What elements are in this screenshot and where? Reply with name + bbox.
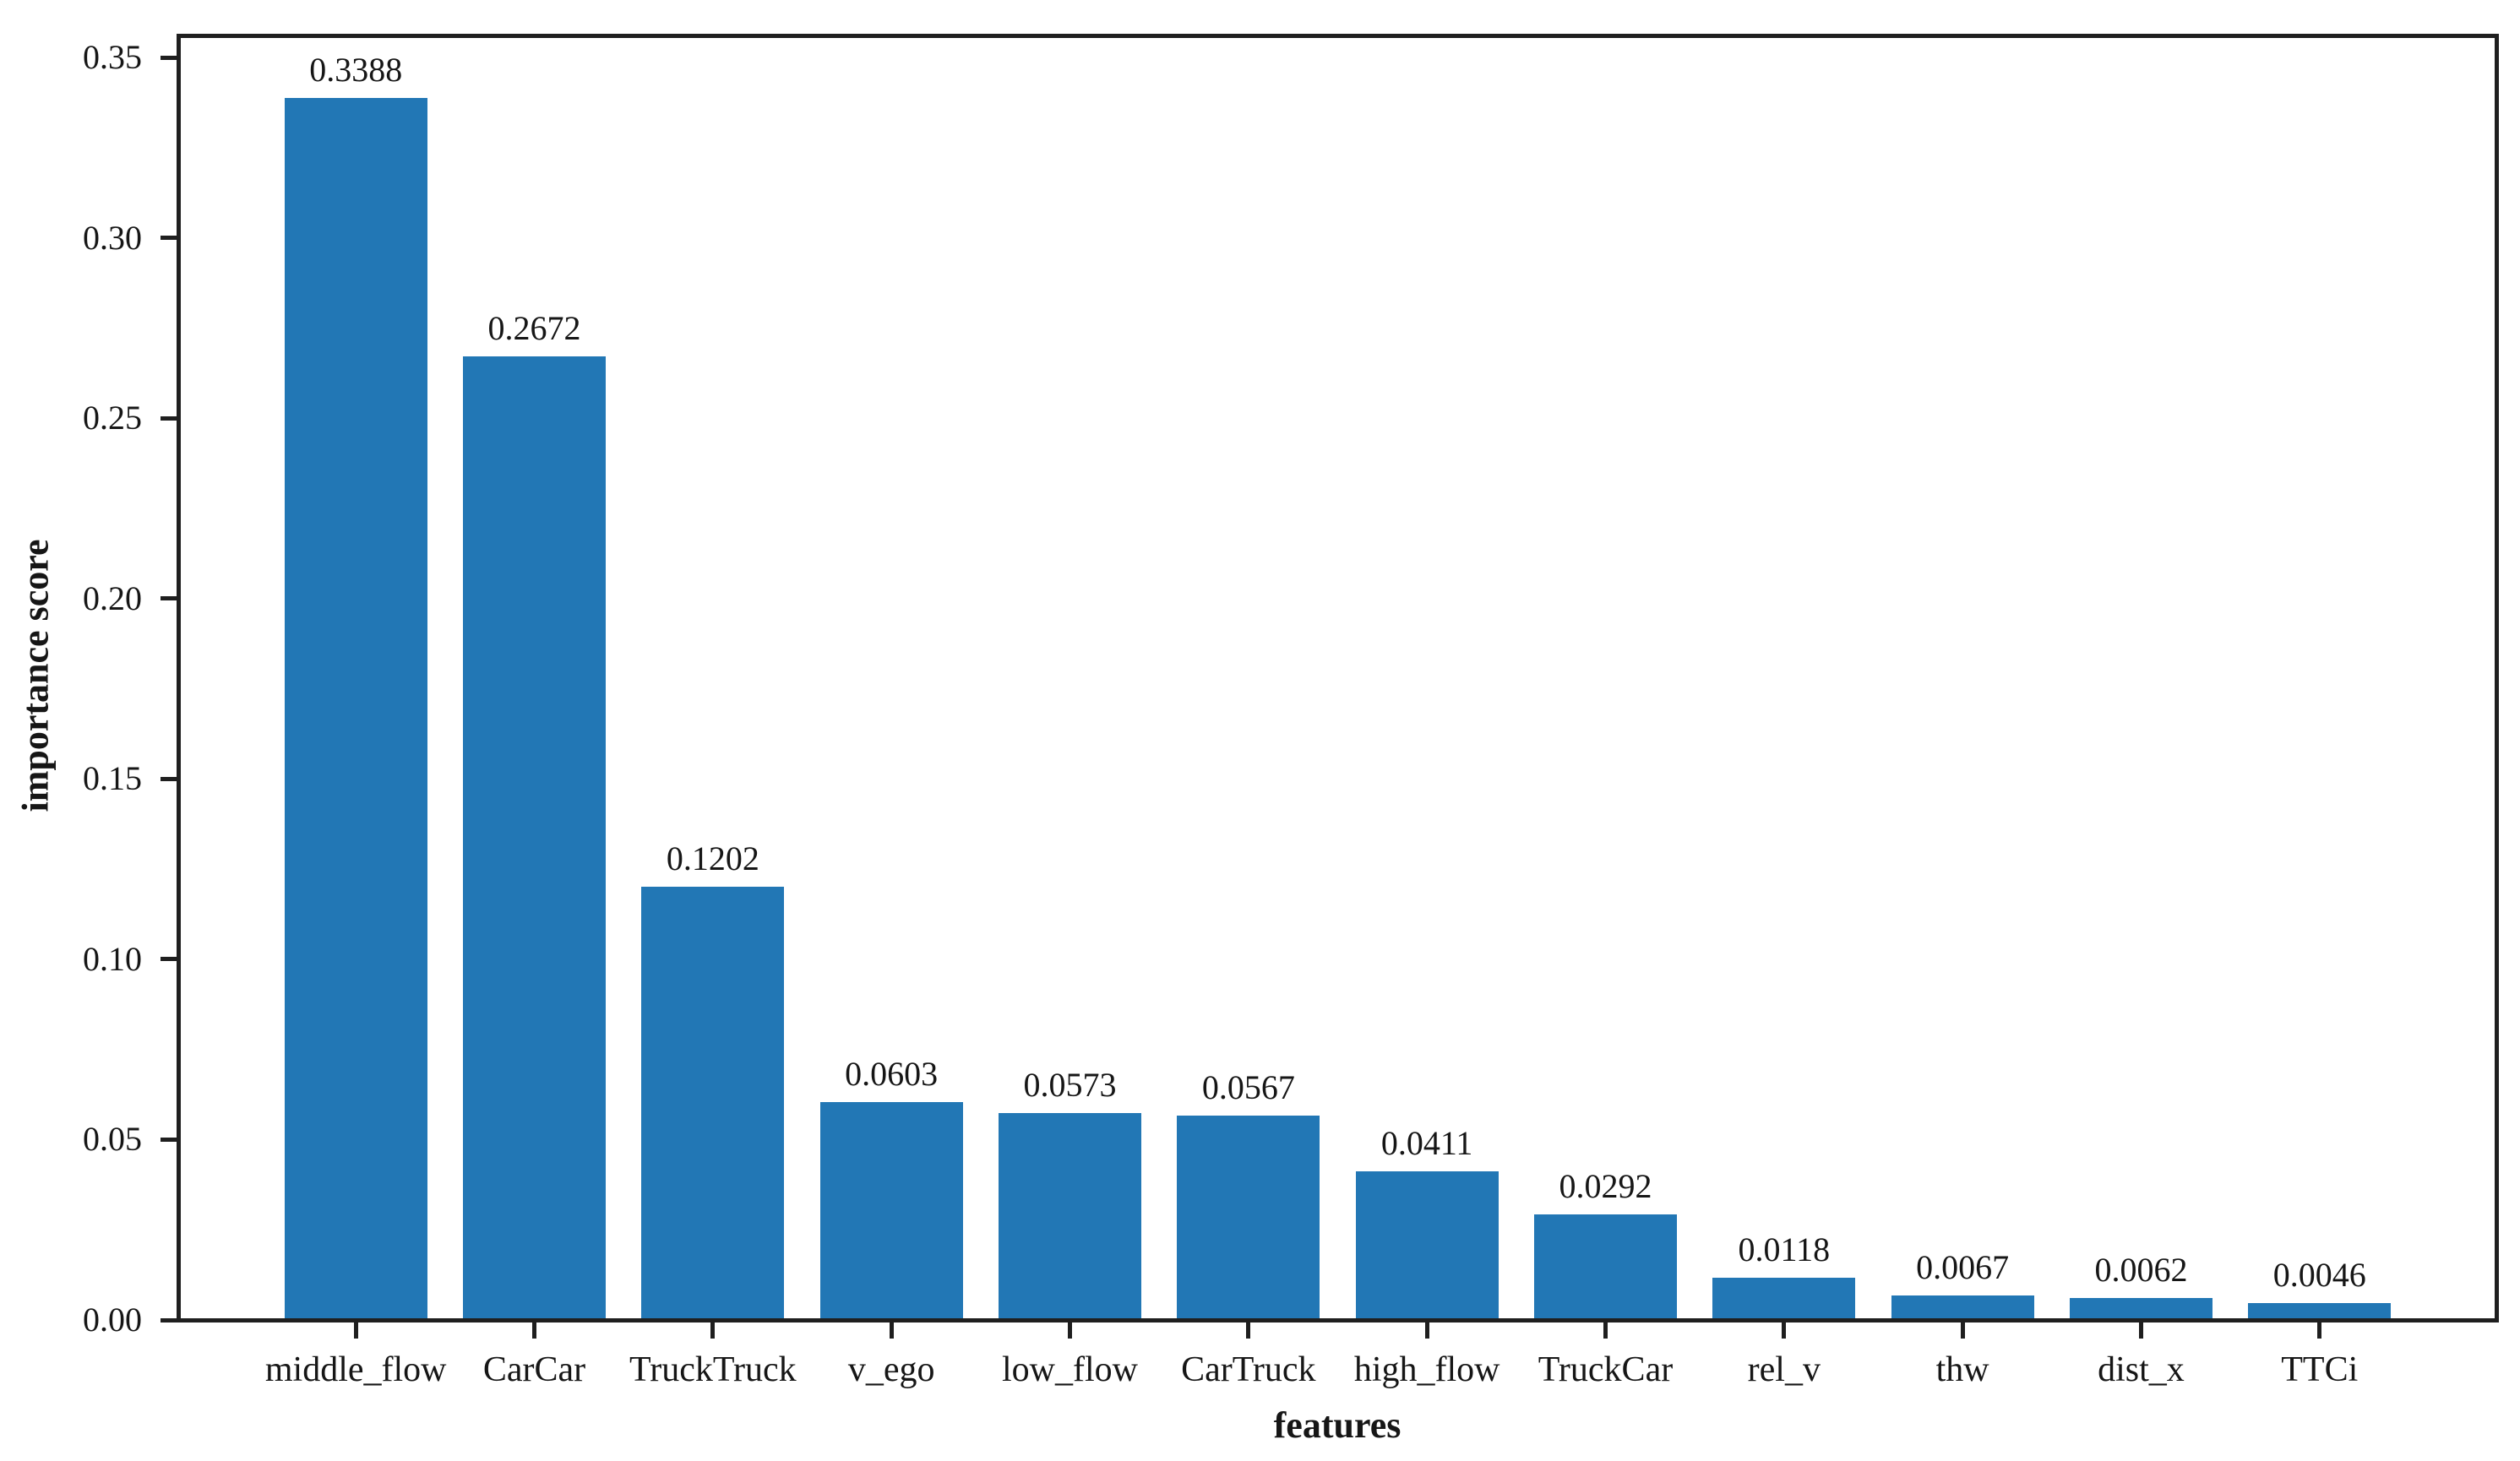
y-tick-mark [160, 55, 177, 60]
y-tick-label: 0.10 [83, 939, 142, 978]
y-tick-label: 0.30 [83, 218, 142, 257]
bar-value-label: 0.0062 [2094, 1250, 2188, 1289]
bar-value-label: 0.0292 [1559, 1167, 1652, 1206]
y-tick-mark [160, 596, 177, 601]
x-tick-mark [532, 1322, 537, 1339]
bar-CarCar [463, 356, 607, 1320]
bar-TruckTruck [641, 886, 785, 1320]
y-tick-mark [160, 415, 177, 421]
x-tick-mark [1960, 1322, 1965, 1339]
x-tick-label-low_flow: low_flow [1002, 1350, 1138, 1389]
x-tick-label-v_ego: v_ego [847, 1350, 935, 1389]
bar-dist_x [2069, 1297, 2212, 1320]
x-tick-label-TTCi: TTCi [2281, 1350, 2359, 1389]
y-tick-label: 0.35 [83, 38, 142, 77]
x-tick-mark [710, 1322, 716, 1339]
x-tick-mark [1782, 1322, 1787, 1339]
bar-value-label: 0.2672 [487, 308, 581, 347]
bar-TTCi [2248, 1303, 2392, 1320]
y-tick-mark [160, 236, 177, 241]
bar-TruckCar [1533, 1214, 1677, 1320]
x-tick-mark [2138, 1322, 2143, 1339]
y-tick-label: 0.15 [83, 759, 142, 798]
x-axis-label: features [1273, 1404, 1402, 1446]
bar-high_flow [1355, 1171, 1499, 1320]
bar-v_ego [819, 1102, 963, 1320]
bar-value-label: 0.0046 [2272, 1256, 2366, 1295]
bar-value-label: 0.0118 [1738, 1230, 1831, 1268]
y-tick-mark [160, 957, 177, 962]
x-tick-label-TruckTruck: TruckTruck [629, 1350, 797, 1389]
x-tick-label-dist_x: dist_x [2098, 1350, 2185, 1389]
bar-rel_v [1712, 1277, 1856, 1320]
x-tick-mark [1246, 1322, 1251, 1339]
x-tick-label-middle_flow: middle_flow [264, 1350, 447, 1389]
x-tick-mark [1603, 1322, 1608, 1339]
bar-value-label: 0.1202 [666, 839, 759, 877]
bar-value-label: 0.0067 [1916, 1248, 2010, 1287]
y-tick-label: 0.20 [83, 578, 142, 617]
bar-value-label: 0.3388 [309, 51, 403, 90]
y-tick-label: 0.25 [83, 399, 142, 437]
bar-middle_flow [284, 98, 427, 1320]
y-tick-mark [160, 1317, 177, 1323]
bar-thw [1891, 1295, 2034, 1320]
y-tick-mark [160, 1137, 177, 1142]
y-tick-mark [160, 776, 177, 781]
x-tick-label-high_flow: high_flow [1353, 1350, 1500, 1389]
bar-value-label: 0.0411 [1380, 1124, 1473, 1163]
x-tick-label-thw: thw [1935, 1350, 1989, 1389]
x-tick-label-CarTruck: CarTruck [1181, 1350, 1316, 1389]
x-tick-mark [2317, 1322, 2322, 1339]
bar-low_flow [998, 1113, 1142, 1320]
bar-CarTruck [1177, 1115, 1320, 1320]
x-tick-mark [1424, 1322, 1429, 1339]
x-tick-label-TruckCar: TruckCar [1538, 1350, 1674, 1389]
x-tick-mark [353, 1322, 358, 1339]
x-tick-mark [1068, 1322, 1072, 1339]
y-tick-label: 0.00 [83, 1301, 142, 1339]
y-tick-label: 0.05 [83, 1120, 142, 1159]
x-tick-label-CarCar: CarCar [482, 1350, 586, 1389]
x-tick-mark [889, 1322, 894, 1339]
bar-value-label: 0.0573 [1023, 1066, 1117, 1105]
bar-value-label: 0.0603 [845, 1055, 939, 1094]
x-tick-label-rel_v: rel_v [1747, 1350, 1821, 1389]
bar-value-label: 0.0567 [1201, 1067, 1295, 1106]
